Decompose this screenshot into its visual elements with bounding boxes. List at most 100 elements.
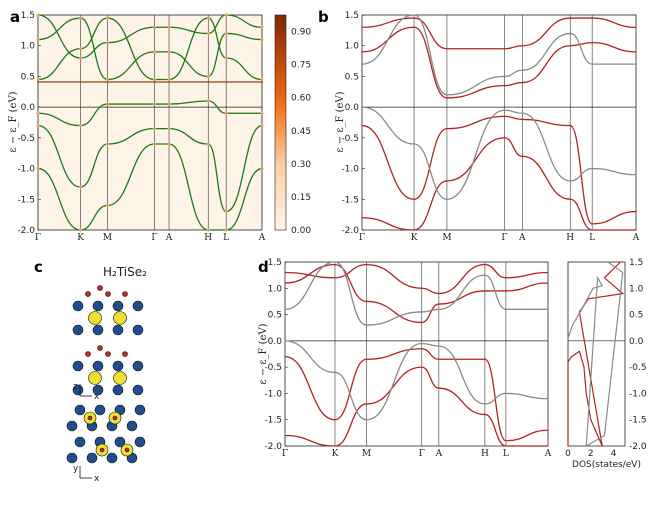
- se-atom: [92, 324, 104, 336]
- series-red-3: [284, 348, 549, 442]
- h-atom: [105, 291, 111, 297]
- spectral-point: [152, 127, 157, 131]
- y-axis-label: ε − ε_F (eV): [8, 91, 19, 152]
- y-tick-label: -1.5: [17, 195, 35, 205]
- panel-a-group: 1.51.00.50.0-0.5-1.0-1.5-2.0Γ K M Γ A H L A: [17, 11, 265, 243]
- dos-y-tick-label: -2.0: [629, 442, 647, 452]
- dos-x-tick-label: 4: [611, 449, 617, 459]
- spectral-point: [105, 77, 110, 82]
- series-red-2: [284, 263, 549, 295]
- se-atom: [132, 360, 144, 372]
- spectral-point: [260, 77, 264, 82]
- spectral-point: [224, 209, 228, 214]
- y-axis-label: ε − ε_F (eV): [335, 91, 346, 152]
- axis-label-x: x: [94, 474, 100, 484]
- spectral-point: [224, 228, 228, 232]
- ti-atom: [113, 371, 127, 385]
- se-atom-top: [134, 436, 146, 448]
- dos-y-tick-label: -1.5: [629, 416, 647, 426]
- y-tick-label: 1.5: [268, 258, 282, 268]
- se-atom-top: [66, 452, 78, 464]
- y-tick-label: -1.5: [341, 195, 359, 205]
- se-atom-top: [94, 404, 106, 416]
- spectral-point: [78, 16, 83, 20]
- spectral-point: [167, 127, 171, 131]
- spectral-point: [152, 50, 157, 54]
- spectral-point: [105, 102, 110, 106]
- kpoint-label: Γ: [359, 233, 365, 243]
- kpoint-label: A: [258, 233, 266, 243]
- series-grey-2: [284, 340, 549, 421]
- panel-b-group: 1.51.00.50.0-0.5-1.0-1.5-2.0Γ K M Γ A H L A: [341, 11, 639, 243]
- kpoint-label: A: [632, 233, 640, 243]
- se-atom: [72, 384, 84, 396]
- kpoint-label: Γ: [35, 233, 41, 243]
- se-atom: [112, 324, 124, 336]
- spectral-point: [36, 37, 40, 42]
- spectral-point: [78, 228, 83, 232]
- series-red-1: [361, 26, 637, 99]
- spectral-point: [105, 203, 110, 208]
- dos-series-red: [567, 261, 625, 447]
- h-atom-top: [124, 447, 130, 453]
- se-atom-top: [66, 420, 78, 432]
- series-red-1: [284, 263, 549, 324]
- spectral-point: [105, 41, 110, 45]
- axis-label-x: x: [94, 392, 100, 402]
- dos-series-grey: [567, 261, 624, 448]
- series-red-3: [361, 115, 637, 225]
- se-atom: [72, 324, 84, 336]
- kpoint-label: K: [411, 233, 418, 243]
- y-tick-label: -1.0: [264, 389, 282, 399]
- dos-panel-group: 1.5 1.0 0.5 0.0 -0.5 -1.0 -1.5 -2.0 0 2 4DOS(state…: [565, 258, 647, 470]
- kpoint-label: L: [589, 233, 595, 243]
- spectral-point: [260, 37, 264, 42]
- plot-frame: [361, 14, 637, 231]
- kpoint-label: A: [165, 233, 173, 243]
- spectral-point: [167, 77, 171, 82]
- kpoint-label: Γ: [151, 233, 157, 243]
- colorbar-tick-label: 0.45: [291, 127, 311, 137]
- spectral-point: [78, 123, 83, 128]
- se-atom-top: [74, 436, 86, 448]
- dos-y-tick-label: -1.0: [629, 389, 647, 399]
- series-grey-2: [361, 106, 637, 200]
- h-atom-top: [112, 415, 118, 421]
- spectral-point: [260, 111, 264, 115]
- colorbar: [274, 14, 287, 231]
- series-red-2: [361, 17, 637, 50]
- se-atom: [132, 384, 144, 396]
- h-atom: [97, 345, 103, 351]
- se-atom: [72, 300, 84, 312]
- series-grey-1: [284, 261, 548, 326]
- spectral-point: [152, 77, 157, 82]
- spectral-point: [78, 185, 83, 189]
- y-tick-label: -2.0: [17, 226, 35, 236]
- h-atom: [105, 351, 111, 357]
- dos-y-tick-label: -0.5: [629, 363, 647, 373]
- spectral-point: [105, 16, 110, 20]
- kpoint-label: M: [362, 449, 371, 459]
- panel-label-a: a: [10, 8, 20, 26]
- se-atom-top: [74, 404, 86, 416]
- h-atom: [122, 351, 128, 357]
- kpoint-label: K: [77, 233, 84, 243]
- y-tick-label: -2.0: [264, 442, 282, 452]
- structure-title: H₂TiSe₂: [103, 265, 147, 279]
- se-atom-top: [126, 420, 138, 432]
- y-tick-label: -1.0: [341, 165, 359, 175]
- spectral-point: [36, 123, 40, 128]
- spectral-point: [206, 31, 210, 36]
- y-tick-label: 0.5: [268, 311, 282, 321]
- spectral-point: [167, 142, 171, 146]
- spectral-point: [167, 25, 171, 29]
- heat-streak: [37, 81, 263, 83]
- se-atom-top: [86, 452, 98, 464]
- colorbar-tick-label: 0.90: [291, 28, 311, 38]
- kpoint-label: M: [442, 233, 451, 243]
- spectral-point: [36, 77, 40, 82]
- colorbar-tick-label: 0.00: [291, 226, 311, 236]
- dos-y-tick-label: 1.0: [629, 284, 644, 294]
- spectral-point: [152, 102, 157, 106]
- y-tick-label: -2.0: [341, 226, 359, 236]
